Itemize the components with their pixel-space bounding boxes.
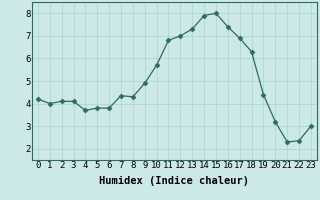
- X-axis label: Humidex (Indice chaleur): Humidex (Indice chaleur): [100, 176, 249, 186]
